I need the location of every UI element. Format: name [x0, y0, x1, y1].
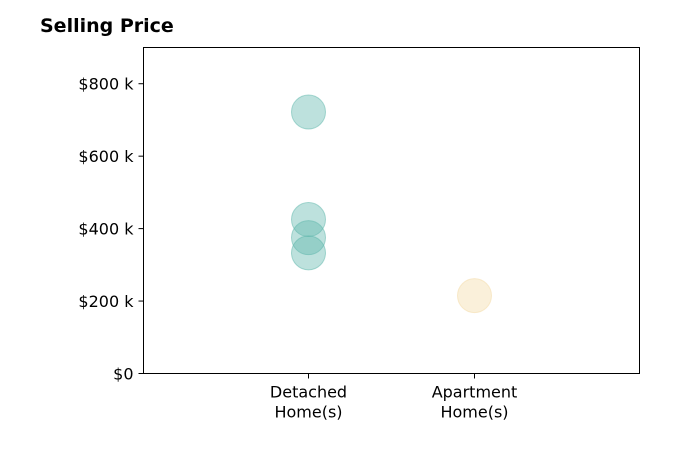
data-points — [291, 94, 492, 314]
y-axis: $0 $200 k $400 k $600 k $800 k — [78, 75, 144, 384]
y-tick-label: $600 k — [78, 147, 134, 166]
data-point — [291, 235, 326, 271]
chart-title: Selling Price — [40, 15, 174, 37]
y-tick-label: $800 k — [78, 75, 134, 94]
x-tick-label: Apartment Home(s) — [432, 383, 518, 422]
y-tick-label: $0 — [113, 365, 133, 384]
x-axis: Detached Home(s) Apartment Home(s) — [270, 373, 518, 422]
data-point — [291, 94, 326, 130]
plot-frame — [143, 47, 640, 374]
data-point — [291, 202, 326, 238]
data-point — [291, 220, 326, 256]
data-point — [457, 278, 492, 314]
x-tick-label: Detached Home(s) — [270, 383, 347, 422]
y-tick-label: $200 k — [78, 292, 134, 311]
y-tick-label: $400 k — [78, 220, 134, 239]
